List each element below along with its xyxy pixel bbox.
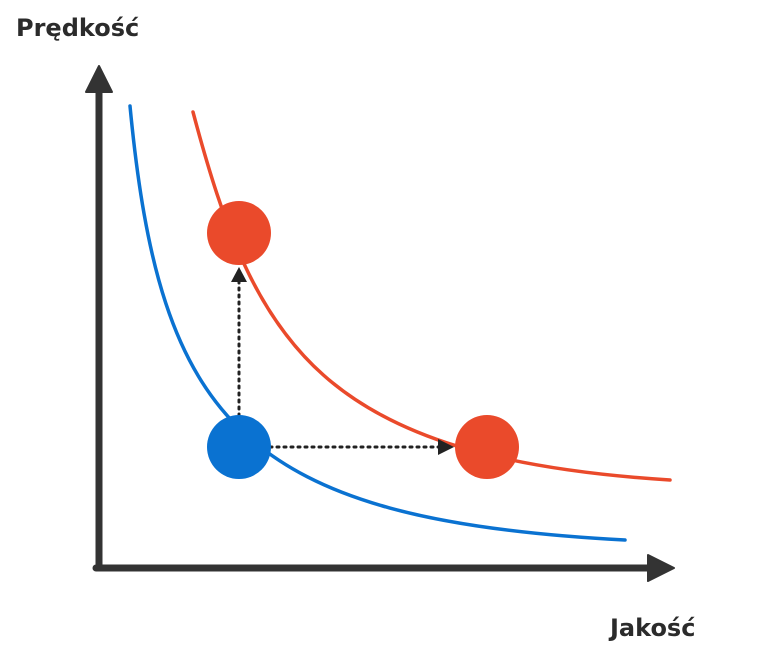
curve-high (191, 110, 672, 482)
arrow-up-head (231, 267, 247, 282)
point-higher-speed (207, 201, 271, 265)
x-axis-label: Jakość (610, 614, 696, 642)
y-axis-arrowhead (85, 65, 113, 93)
arrow-right-head (438, 439, 454, 455)
dotted-arrows (231, 267, 454, 455)
point-higher-quality (455, 415, 519, 479)
x-axis-arrowhead (647, 554, 675, 582)
point-start (207, 415, 271, 479)
y-axis-label: Prędkość (16, 14, 140, 42)
curve-low (128, 104, 627, 542)
axes (85, 65, 675, 582)
